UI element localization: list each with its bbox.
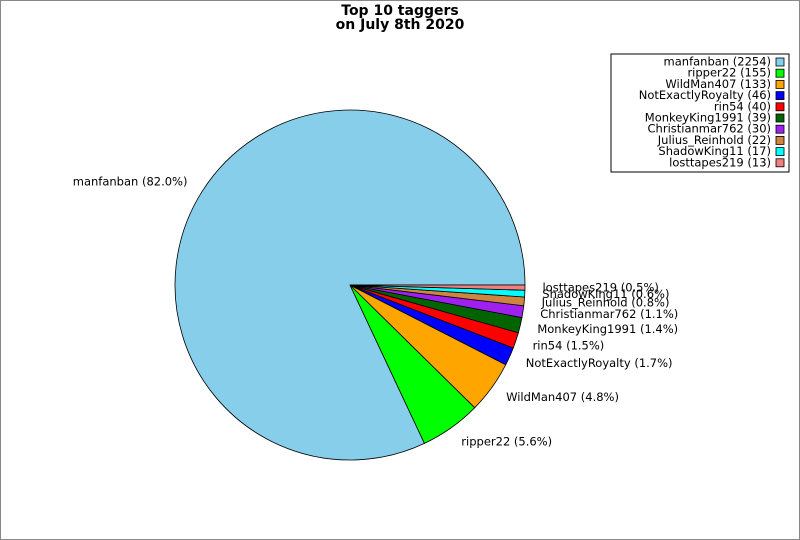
legend-label: Julius_Reinhold (22)	[657, 133, 771, 147]
legend-swatch	[775, 124, 785, 134]
slice-label: ripper22 (5.6%)	[461, 435, 552, 449]
pie-slice	[349, 284, 526, 291]
slice-label: ShadowKing11 (0.6%)	[542, 287, 669, 301]
legend-label: MonkeyKing1991 (39)	[645, 111, 771, 125]
legend-label: ripper22 (155)	[687, 66, 771, 80]
legend-swatch	[775, 68, 785, 78]
legend-swatch	[775, 57, 785, 67]
legend-label: ShadowKing11 (17)	[658, 144, 771, 158]
slice-label: Christianmar762 (1.1%)	[540, 307, 678, 321]
slice-label: losttapes219 (0.5%)	[542, 280, 658, 294]
legend-label: WildMan407 (133)	[665, 77, 771, 91]
slice-label: MonkeyKing1991 (1.4%)	[537, 322, 678, 336]
legend-label: losttapes219 (13)	[669, 155, 771, 169]
slice-label: manfanban (82.0%)	[73, 174, 188, 188]
legend-swatch	[775, 147, 785, 157]
slice-label: rin54 (1.5%)	[533, 338, 605, 352]
legend-swatch	[775, 113, 785, 123]
legend-swatch	[775, 158, 785, 168]
legend-label: Christianmar762 (30)	[648, 122, 771, 136]
legend-swatch	[775, 102, 785, 112]
slice-label: WildMan407 (4.8%)	[506, 390, 619, 404]
legend-label: NotExactlyRoyalty (46)	[639, 88, 771, 102]
slice-label: Julius_Reinhold (0.8%)	[541, 296, 670, 310]
legend-swatch	[775, 91, 785, 100]
legend-label: rin54 (40)	[714, 99, 771, 113]
slice-label: NotExactlyRoyalty (1.7%)	[526, 356, 673, 370]
legend-label: manfanban (2254)	[664, 55, 771, 69]
chart-title: Top 10 taggers	[341, 3, 458, 19]
legend-box	[610, 53, 790, 173]
legend-swatch	[775, 135, 785, 145]
chart-subtitle: on July 8th 2020	[336, 17, 465, 33]
legend-swatch	[775, 80, 785, 89]
